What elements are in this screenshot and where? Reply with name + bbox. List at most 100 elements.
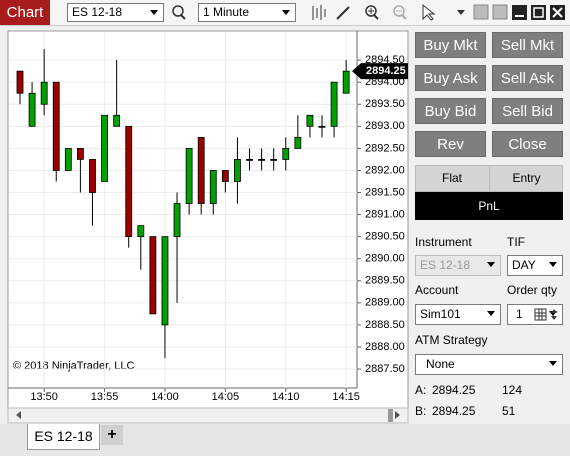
y-tick-label: 2892.00 — [365, 164, 405, 176]
atm-label: ATM Strategy — [415, 333, 488, 347]
candle-body — [246, 159, 253, 161]
candle-body — [28, 92, 36, 127]
y-tick-label: 2894.50 — [365, 54, 405, 66]
pointer-icon[interactable] — [422, 3, 436, 21]
add-tab[interactable]: + — [101, 425, 123, 445]
y-tick-label: 2890.00 — [365, 253, 405, 265]
candle-body — [125, 125, 133, 238]
candle-body — [77, 147, 84, 160]
y-tick-label: 2888.50 — [365, 319, 405, 331]
x-tick-label: 14:15 — [332, 391, 360, 403]
entry: Entry — [489, 165, 563, 192]
candle-body — [101, 114, 108, 182]
x-tick-label: 13:50 — [30, 391, 58, 403]
instrument-field: ES 12-18 — [415, 255, 501, 276]
qty-controls[interactable] — [533, 306, 562, 323]
y-tick-label: 2888.00 — [365, 341, 405, 353]
order-button[interactable]: Rev — [415, 131, 486, 157]
account-label: Account — [415, 283, 459, 297]
order-button[interactable]: Buy Ask — [415, 65, 486, 91]
chart-title: Chart — [0, 0, 50, 25]
order-button[interactable]: Sell Bid — [492, 98, 563, 124]
candle-body — [197, 136, 205, 204]
tif-select[interactable]: DAY — [507, 255, 563, 276]
atm-select[interactable]: None — [415, 354, 563, 375]
scroll-right[interactable] — [395, 411, 400, 419]
candle-body — [342, 70, 350, 94]
tab[interactable]: ES 12-18 — [27, 424, 100, 450]
y-tick-label: 2887.50 — [365, 363, 405, 375]
candle-body — [149, 236, 157, 315]
scroll-left[interactable] — [16, 411, 21, 419]
pnl: PnL — [415, 192, 563, 220]
quote-side: B: — [415, 404, 427, 418]
candle-body — [294, 136, 302, 149]
order-button[interactable]: Sell Ask — [492, 65, 563, 91]
candle-body — [161, 236, 169, 326]
scrollbar[interactable] — [7, 407, 409, 424]
copyright: © 2018 NinjaTrader, LLC — [13, 360, 134, 372]
candle-body — [318, 125, 326, 128]
quote-side: A: — [415, 383, 427, 397]
draw-icon[interactable] — [336, 6, 350, 20]
candle-body — [258, 159, 266, 161]
y-tick-label: 2891.50 — [365, 186, 405, 198]
toolbar-icons — [172, 3, 565, 21]
x-tick-label: 13:55 — [91, 391, 119, 403]
candle-body — [52, 81, 60, 171]
zoom-out-icon[interactable] — [393, 5, 407, 20]
y-tick-label: 2890.50 — [365, 231, 405, 243]
candle-body — [221, 170, 229, 182]
quote-price: 2894.25 — [432, 404, 476, 418]
menu-arrow[interactable] — [457, 10, 465, 15]
search-icon[interactable] — [172, 5, 186, 20]
scroll-thumb[interactable] — [388, 409, 393, 422]
order-button[interactable]: Buy Bid — [415, 98, 486, 124]
tif-label: TIF — [507, 235, 525, 249]
candle-body — [209, 170, 217, 204]
candle-body — [282, 147, 290, 160]
y-tick-label: 2893.00 — [365, 120, 405, 132]
plot-area — [7, 30, 409, 409]
candle-body — [113, 114, 121, 127]
order-button[interactable]: Close — [492, 131, 563, 157]
account-select[interactable]: Sim101 — [415, 304, 501, 325]
window-button[interactable] — [473, 4, 489, 20]
candle-body — [306, 114, 314, 127]
order-button[interactable]: Buy Mkt — [415, 32, 486, 58]
window-button[interactable] — [492, 4, 508, 20]
x-tick-label: 14:05 — [212, 391, 240, 403]
order-button[interactable]: Sell Mkt — [492, 32, 563, 58]
flat: Flat — [441, 171, 462, 185]
chart: © 2018 NinjaTrader, LLC 2887.50 2888.00 28… — [7, 30, 409, 424]
candle-body — [185, 147, 193, 204]
last-price-label: 2894.25 — [366, 65, 406, 77]
grid — [9, 32, 357, 388]
instrument-label: Instrument — [415, 235, 472, 249]
y-tick-label: 2892.50 — [365, 142, 405, 154]
candle-body — [270, 159, 278, 161]
quote-size: 51 — [502, 404, 516, 418]
candle-body — [234, 159, 241, 182]
y-tick-label: 2891.00 — [365, 208, 405, 220]
minimize[interactable] — [512, 5, 527, 20]
y-tick-label: 2893.50 — [365, 98, 405, 110]
x-tick-label: 14:00 — [151, 391, 179, 403]
interval-select[interactable]: 1 Minute — [198, 3, 296, 22]
candle-body — [16, 70, 24, 94]
y-tick-label: 2889.00 — [365, 297, 405, 309]
last-price-marker — [352, 63, 408, 80]
candle-body — [64, 147, 72, 171]
candle-body — [137, 225, 145, 238]
bars-icon[interactable] — [312, 5, 326, 20]
y-tick-label: 2889.50 — [365, 275, 405, 287]
candle-body — [89, 159, 96, 193]
qty-label: Order qty — [507, 283, 558, 297]
candle-body — [40, 81, 48, 105]
quote-size: 124 — [502, 383, 523, 397]
candle-body — [330, 81, 338, 127]
x-tick-label: 14:10 — [272, 391, 300, 403]
zoom-in-icon[interactable] — [365, 5, 379, 20]
instrument-select[interactable]: ES 12-18 — [67, 3, 164, 22]
